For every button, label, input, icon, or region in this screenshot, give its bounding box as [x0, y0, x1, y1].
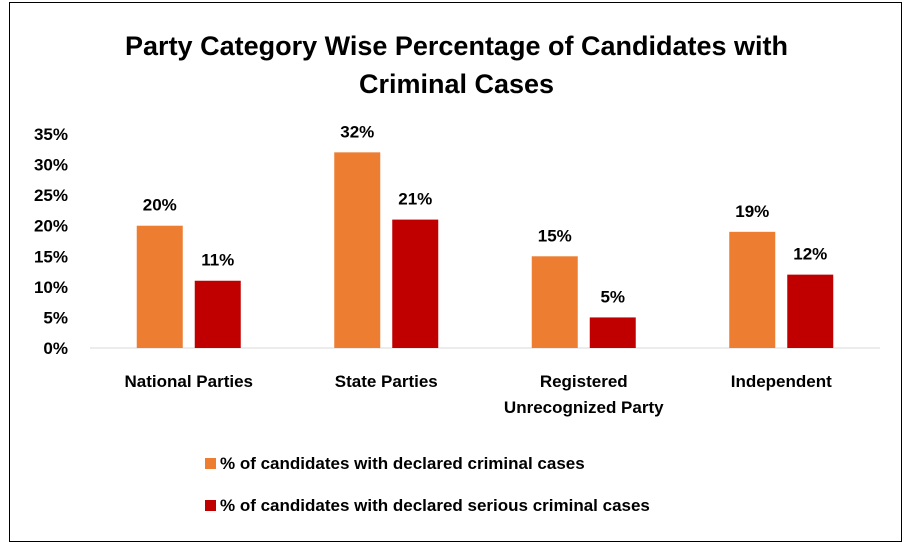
chart-title-line-2: Criminal Cases — [358, 69, 555, 99]
y-tick-label: 15% — [34, 247, 68, 266]
category-label: National Parties — [125, 372, 254, 391]
bar-criminal — [136, 225, 183, 348]
data-label: 12% — [793, 245, 827, 264]
category-label: State Parties — [335, 372, 438, 391]
bar-criminal — [334, 152, 381, 348]
y-tick-label: 5% — [43, 308, 68, 327]
legend-label-serious: % of candidates with declared serious cr… — [220, 496, 650, 515]
data-label: 11% — [201, 251, 234, 270]
bar-criminal — [531, 256, 578, 348]
data-label: 15% — [538, 226, 572, 245]
bar-serious — [194, 280, 241, 348]
category-label: Independent — [731, 372, 832, 391]
chart-title-line-1: Party Category Wise Percentage of Candid… — [125, 31, 788, 61]
bar-criminal — [729, 231, 776, 348]
legend-label-criminal: % of candidates with declared criminal c… — [220, 454, 585, 473]
legend-item-serious: % of candidates with declared serious cr… — [205, 496, 650, 516]
data-label: 5% — [600, 287, 625, 306]
y-tick-label: 10% — [34, 278, 68, 297]
data-label: 21% — [398, 190, 432, 209]
y-tick-label: 30% — [34, 156, 68, 175]
category-label: Unrecognized Party — [504, 398, 664, 417]
data-label: 19% — [735, 202, 769, 221]
y-tick-label: 35% — [34, 125, 68, 144]
legend-swatch-serious — [205, 500, 216, 511]
data-label: 32% — [340, 122, 374, 141]
legend-item-criminal: % of candidates with declared criminal c… — [205, 454, 585, 474]
y-tick-label: 25% — [34, 186, 68, 205]
y-tick-label: 0% — [43, 339, 68, 358]
legend-swatch-criminal — [205, 458, 216, 469]
bar-serious — [589, 317, 636, 348]
category-label: Registered — [540, 372, 628, 391]
bar-serious — [392, 219, 439, 348]
y-tick-label: 20% — [34, 217, 68, 236]
bar-serious — [787, 274, 834, 348]
data-label: 20% — [143, 196, 177, 215]
